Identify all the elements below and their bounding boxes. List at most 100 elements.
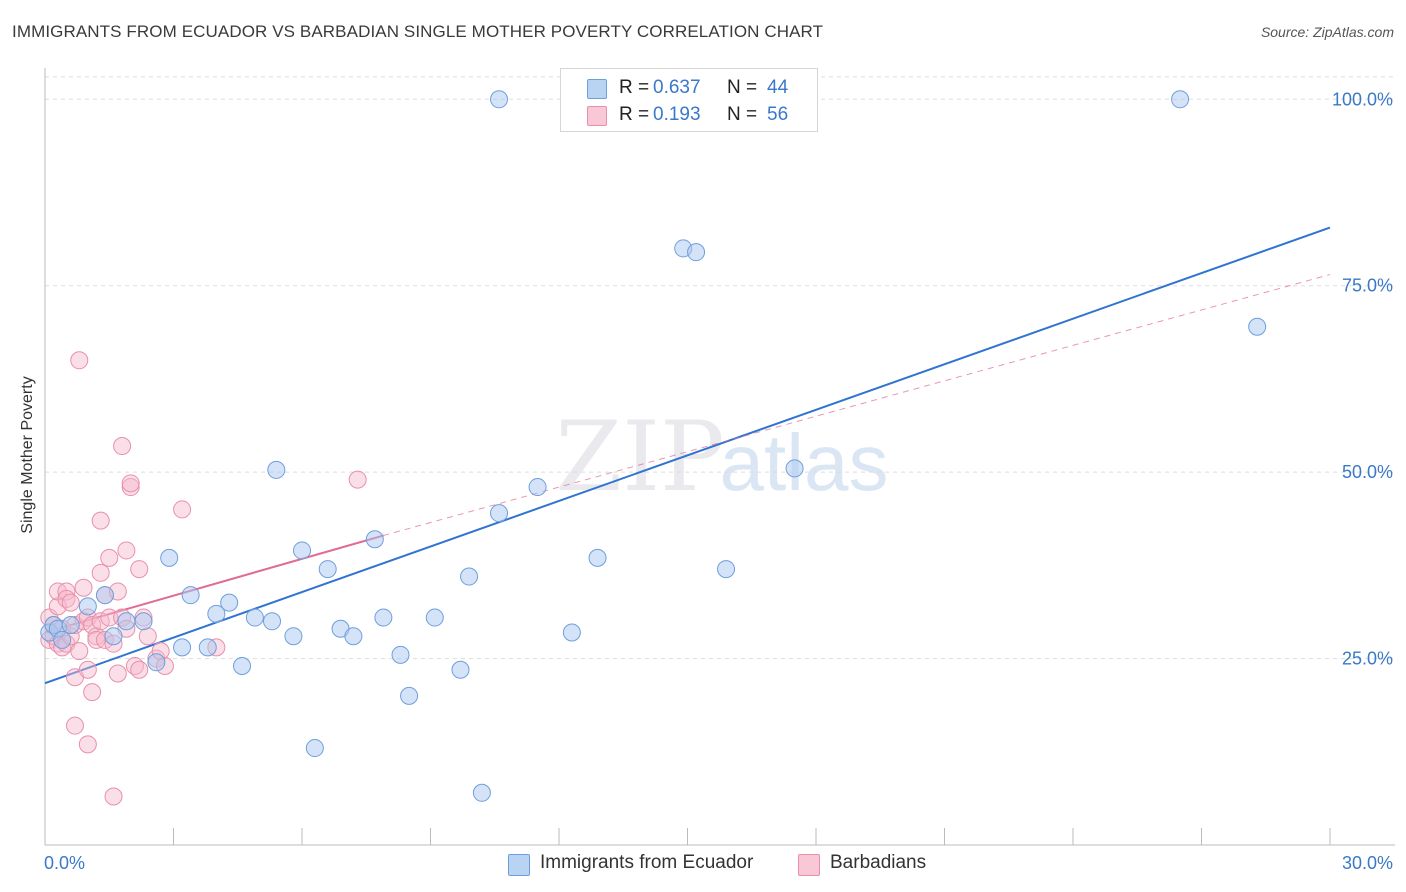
ecuador-point	[233, 657, 252, 676]
legend-n-label: N =	[727, 104, 758, 125]
ecuador-point	[460, 567, 479, 586]
ecuador-point	[134, 612, 153, 631]
axes	[44, 68, 1395, 846]
ecuador-point	[451, 660, 470, 679]
barbadian-point	[70, 351, 89, 370]
ecuador-point	[472, 783, 491, 802]
ecuador-point	[374, 608, 393, 627]
legend-n-value: 44	[767, 77, 789, 98]
barbadian-point	[61, 593, 80, 612]
y-tick-label: 50.0%	[1342, 462, 1393, 482]
barbadian-point	[100, 608, 119, 627]
ecuador-point	[293, 541, 311, 560]
barbadian-point	[121, 478, 140, 497]
ecuador-point	[245, 608, 264, 627]
trend-line-barbadian-extension	[383, 274, 1331, 537]
legend-r-value: 0.637	[653, 77, 701, 98]
ecuador-point	[528, 478, 547, 497]
ecuador-point	[391, 645, 410, 664]
legend-r-label: R =	[619, 104, 650, 125]
barbadian-point	[108, 664, 127, 683]
ecuador-point	[588, 548, 607, 567]
trend-line-ecuador	[44, 226, 1331, 685]
barbadian-point	[104, 787, 123, 806]
ecuador-point	[1171, 90, 1190, 109]
ecuador-point	[717, 560, 736, 579]
ecuador-point	[263, 612, 282, 631]
legend-r-value: 0.193	[653, 104, 701, 125]
ecuador-point	[562, 623, 581, 642]
legend-n-label: N =	[727, 77, 758, 98]
barbadian-point	[117, 541, 136, 560]
barbadian-point	[83, 683, 102, 702]
ecuador-point	[117, 612, 136, 631]
ecuador-point	[220, 593, 239, 612]
watermark-zip: ZIP	[555, 401, 724, 513]
barbadian-point	[121, 474, 140, 493]
legend-swatch-ecuador	[587, 79, 607, 99]
barbadian-point	[91, 511, 110, 530]
barbadian-point	[57, 582, 76, 601]
ecuador-point	[284, 627, 303, 646]
y-tick-label: 100.0%	[1332, 89, 1393, 109]
x-tick-label: 30.0%	[1342, 853, 1393, 873]
ecuador-point	[785, 459, 804, 478]
tick-labels: 25.0% 50.0% 75.0% 100.0% 0.0% 30.0%	[44, 89, 1393, 873]
barbadian-point	[91, 612, 110, 631]
ecuador-point	[61, 616, 80, 635]
y-axis-label: Single Mother Poverty	[19, 376, 36, 534]
ecuador-point	[160, 548, 179, 567]
barbadian-point	[130, 560, 149, 579]
barbadian-point	[65, 716, 84, 735]
barbadian-point	[100, 548, 119, 567]
ecuador-point	[344, 627, 363, 646]
x-tick-label: 0.0%	[44, 853, 85, 873]
bottom-legend-swatch-barbadian	[798, 854, 820, 876]
barbadian-point	[138, 627, 157, 646]
watermark-atlas: atlas	[720, 418, 889, 507]
barbadian-point	[130, 660, 149, 679]
ecuador-point	[78, 597, 97, 616]
ecuador-point	[490, 90, 509, 109]
barbadian-point	[83, 616, 102, 635]
ecuador-point	[95, 586, 114, 605]
barbadian-point	[91, 563, 110, 582]
bottom-legend-swatch-ecuador	[508, 854, 530, 876]
legend-n-value: 56	[767, 104, 789, 125]
stats-legend: R = 0.637 N = 44 R = 0.193 N = 56	[560, 68, 818, 132]
ecuador-point	[305, 739, 324, 758]
trend-line-barbadian	[44, 534, 384, 634]
chart-source: Source: ZipAtlas.com	[1260, 24, 1394, 40]
ecuador-point	[400, 686, 419, 705]
legend-r-label: R =	[619, 77, 650, 98]
y-tick-label: 75.0%	[1342, 276, 1393, 296]
barbadian-point	[78, 735, 97, 754]
barbadian-point	[348, 470, 367, 489]
ecuador-point	[147, 653, 166, 672]
legend-swatch-barbadian	[587, 106, 607, 126]
watermark: ZIP atlas	[555, 401, 888, 513]
barbadian-point	[70, 642, 89, 661]
data-points	[40, 90, 1267, 806]
trend-lines	[44, 226, 1331, 685]
ecuador-point	[687, 243, 706, 262]
ecuador-point	[490, 504, 509, 523]
ecuador-point	[267, 460, 286, 479]
barbadian-point	[113, 437, 132, 456]
ecuador-point	[198, 638, 217, 657]
ecuador-point	[173, 638, 192, 657]
ecuador-point	[53, 630, 72, 649]
ecuador-point	[365, 530, 384, 549]
barbadian-point	[74, 578, 93, 597]
ecuador-point	[425, 608, 444, 627]
ecuador-point	[207, 604, 226, 623]
barbadian-point	[173, 500, 192, 519]
chart-title: IMMIGRANTS FROM ECUADOR VS BARBADIAN SIN…	[12, 22, 824, 41]
ecuador-point	[104, 627, 123, 646]
bottom-legend-label: Barbadians	[830, 852, 927, 873]
y-tick-label: 25.0%	[1342, 649, 1393, 669]
ecuador-point	[181, 586, 200, 605]
ecuador-point	[1248, 317, 1267, 336]
ecuador-point	[318, 560, 337, 579]
